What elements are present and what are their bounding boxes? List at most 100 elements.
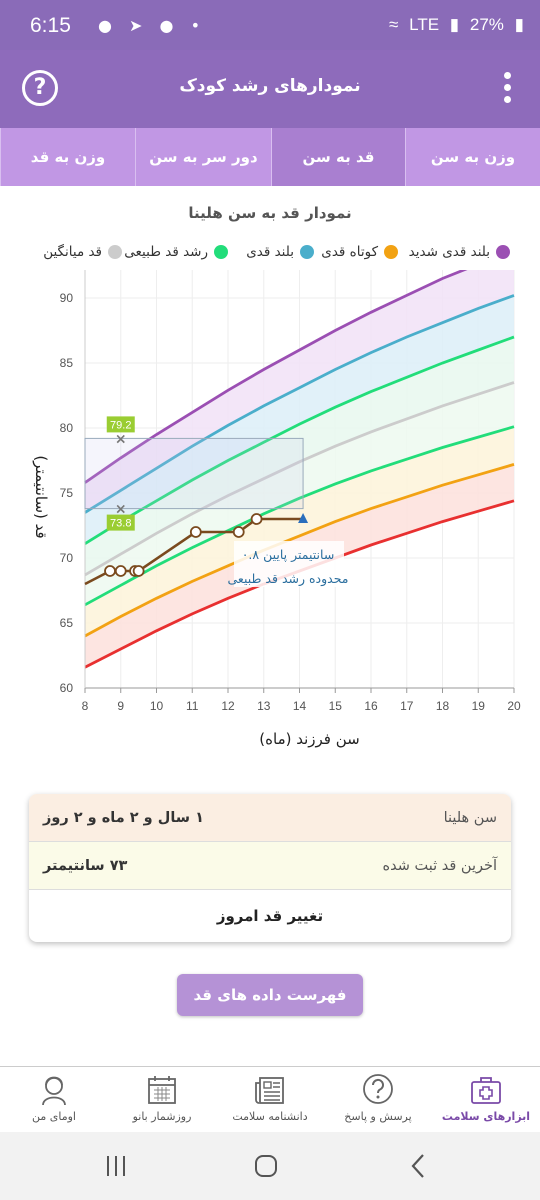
x-tick-label: 9 [117, 699, 124, 713]
legend-dot [496, 245, 510, 259]
x-axis-title: سن فرزند (ماه) [259, 730, 359, 748]
y-tick-label: 85 [60, 356, 74, 370]
network-type: LTE [409, 15, 440, 34]
question-bubble-icon [363, 1074, 393, 1104]
chart-legend: بلند قدی شدید کوتاه قدی بلند قدی رشد قد … [0, 244, 540, 266]
height-label: آخرین قد ثبت شده [382, 857, 497, 874]
annotation-line-1: ۰.۸ سانتیمتر پایین [242, 547, 335, 563]
child-data-point [232, 526, 245, 538]
child-data-point [189, 526, 202, 538]
nav-item-calendar[interactable]: روزشمار بانو [108, 1073, 216, 1123]
change-height-button[interactable]: تغییر قد امروز [216, 907, 324, 925]
legend-item: رشد قد طبیعی [124, 244, 228, 260]
age-row: ۱ سال و ۲ ماه و ۲ روز سن هلینا [29, 794, 511, 842]
legend-item: بلند قدی [246, 244, 314, 260]
band-fill [85, 295, 514, 544]
legend-label: قد میانگین [43, 244, 102, 260]
annotation-line-2: محدوده رشد قد طبیعی [228, 571, 349, 587]
legend-dot [108, 245, 122, 259]
x-tick-label: 17 [400, 699, 414, 713]
range-marker: × [115, 431, 127, 447]
legend-label: رشد قد طبیعی [124, 244, 208, 260]
x-tick-label: 19 [472, 699, 486, 713]
nav-label: روزشمار بانو [132, 1110, 192, 1123]
x-tick-label: 16 [364, 699, 378, 713]
child-data-point [132, 565, 145, 577]
nav-label: ابزارهای سلامت [441, 1110, 531, 1123]
series-line [84, 294, 515, 514]
help-button[interactable]: ? [22, 70, 58, 106]
recent-apps-icon[interactable] [96, 1152, 136, 1180]
marker-badge [106, 416, 135, 433]
x-tick-label: 15 [329, 699, 343, 713]
nav-item-health-tools[interactable]: ابزارهای سلامت [432, 1073, 540, 1123]
height-value: ۷۳ سانتیمتر [43, 857, 128, 874]
wifi-icon: ≈ [389, 15, 399, 34]
age-value: ۱ سال و ۲ ماه و ۲ روز [43, 809, 204, 826]
tab-weight-for-age[interactable]: وزن به سن [405, 128, 540, 186]
y-axis-title: قد (سانتیمتر) [32, 455, 50, 538]
tab-bar: وزن به قد دور سر به سن قد به سن وزن به س… [0, 128, 540, 186]
child-data-point [104, 565, 116, 577]
nav-item-qa[interactable]: پرسش و پاسخ [324, 1073, 432, 1123]
nav-item-encyclopedia[interactable]: دانشنامه سلامت [216, 1073, 324, 1123]
age-label: سن هلینا [443, 809, 497, 826]
tab-weight-for-height[interactable]: وزن به قد [0, 128, 135, 186]
status-bar: 6:15 ● ➤ ● • ≈ LTE ▮ 27% ▮ [0, 0, 540, 50]
band-fill [85, 337, 514, 575]
system-nav-bar [0, 1132, 540, 1200]
series-line [84, 381, 515, 577]
y-tick-label: 70 [60, 551, 74, 565]
legend-dot [214, 245, 228, 259]
latest-point-marker [298, 513, 309, 523]
tab-head-circumference[interactable]: دور سر به سن [135, 128, 271, 186]
nav-label: اومای من [32, 1110, 76, 1123]
x-tick-label: 20 [507, 699, 521, 713]
x-tick-label: 11 [186, 699, 199, 713]
range-highlight [84, 437, 304, 510]
legend-label: کوتاه قدی [321, 244, 378, 260]
legend-item: قد میانگین [43, 244, 122, 260]
back-icon[interactable] [398, 1152, 438, 1180]
profile-icon [42, 1076, 66, 1106]
band-fill [85, 270, 514, 513]
status-right: ≈ LTE ▮ 27% ▮ [383, 15, 524, 35]
battery-percent: 27% [469, 15, 504, 34]
height-data-list-button[interactable]: فهرست داده های قد هلینا [177, 974, 363, 1046]
y-tick-label: 65 [60, 616, 74, 630]
legend-dot [300, 245, 314, 259]
x-tick-label: 8 [82, 699, 89, 713]
status-time: 6:15 [30, 14, 71, 37]
newspaper-icon [255, 1077, 284, 1104]
nav-label: دانشنامه سلامت [232, 1110, 308, 1123]
legend-label: بلند قدی شدید [408, 244, 490, 260]
x-tick-label: 13 [257, 699, 271, 713]
notification-icons: ● ➤ ● • [98, 16, 207, 35]
first-aid-kit-icon [471, 1077, 501, 1104]
series-line [84, 270, 468, 484]
band-fill [85, 426, 514, 636]
y-tick-label: 75 [60, 486, 74, 500]
more-menu-icon[interactable] [504, 72, 512, 108]
app-bar: ? نمودارهای رشد کودک [0, 50, 540, 128]
child-data-point [114, 565, 127, 577]
page-title: نمودارهای رشد کودک [179, 76, 361, 96]
nav-item-profile[interactable]: اومای من [0, 1073, 108, 1123]
home-icon[interactable] [246, 1152, 286, 1180]
info-card: ۱ سال و ۲ ماه و ۲ روز سن هلینا ۷۳ سانتیم… [29, 794, 511, 942]
nav-label: پرسش و پاسخ [344, 1110, 412, 1123]
range-marker: × [115, 502, 127, 518]
annotation-box [234, 541, 344, 587]
height-row: ۷۳ سانتیمتر آخرین قد ثبت شده [29, 842, 511, 890]
tab-height-for-age[interactable]: قد به سن [271, 128, 405, 186]
marker-badge [106, 514, 135, 531]
calendar-icon [148, 1076, 176, 1104]
legend-item: کوتاه قدی [321, 244, 398, 260]
band-fill [85, 382, 514, 605]
x-tick-label: 14 [293, 699, 307, 713]
marker-value: 73.8 [110, 518, 131, 530]
legend-label: بلند قدی [246, 244, 294, 260]
battery-icon: ▮ [514, 15, 524, 34]
x-tick-label: 12 [221, 699, 235, 713]
series-line [84, 463, 515, 638]
